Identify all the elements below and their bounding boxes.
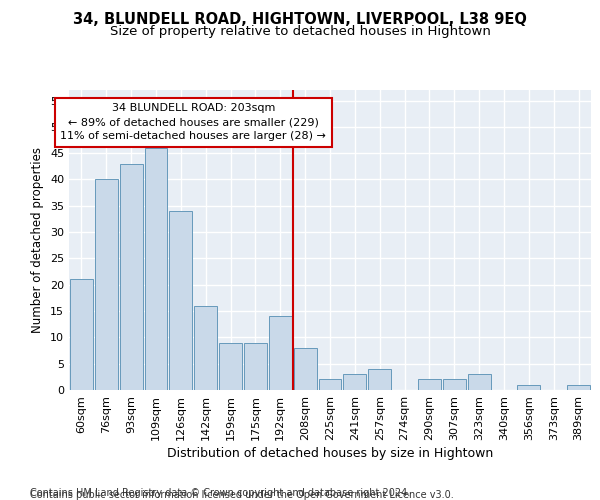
Bar <box>567 384 590 390</box>
Bar <box>269 316 292 390</box>
Bar <box>468 374 491 390</box>
Bar <box>294 348 317 390</box>
Bar <box>219 342 242 390</box>
Text: Contains public sector information licensed under the Open Government Licence v3: Contains public sector information licen… <box>30 490 454 500</box>
Bar <box>145 148 167 390</box>
X-axis label: Distribution of detached houses by size in Hightown: Distribution of detached houses by size … <box>167 447 493 460</box>
Bar <box>70 280 93 390</box>
Y-axis label: Number of detached properties: Number of detached properties <box>31 147 44 333</box>
Bar <box>443 380 466 390</box>
Bar <box>343 374 366 390</box>
Bar <box>194 306 217 390</box>
Bar <box>418 380 441 390</box>
Bar <box>517 384 540 390</box>
Bar <box>95 180 118 390</box>
Bar <box>169 211 192 390</box>
Bar <box>319 380 341 390</box>
Bar <box>368 369 391 390</box>
Bar <box>244 342 267 390</box>
Text: 34, BLUNDELL ROAD, HIGHTOWN, LIVERPOOL, L38 9EQ: 34, BLUNDELL ROAD, HIGHTOWN, LIVERPOOL, … <box>73 12 527 28</box>
Text: 34 BLUNDELL ROAD: 203sqm
← 89% of detached houses are smaller (229)
11% of semi-: 34 BLUNDELL ROAD: 203sqm ← 89% of detach… <box>61 103 326 141</box>
Text: Contains HM Land Registry data © Crown copyright and database right 2024.: Contains HM Land Registry data © Crown c… <box>30 488 410 498</box>
Text: Size of property relative to detached houses in Hightown: Size of property relative to detached ho… <box>110 25 490 38</box>
Bar <box>120 164 143 390</box>
